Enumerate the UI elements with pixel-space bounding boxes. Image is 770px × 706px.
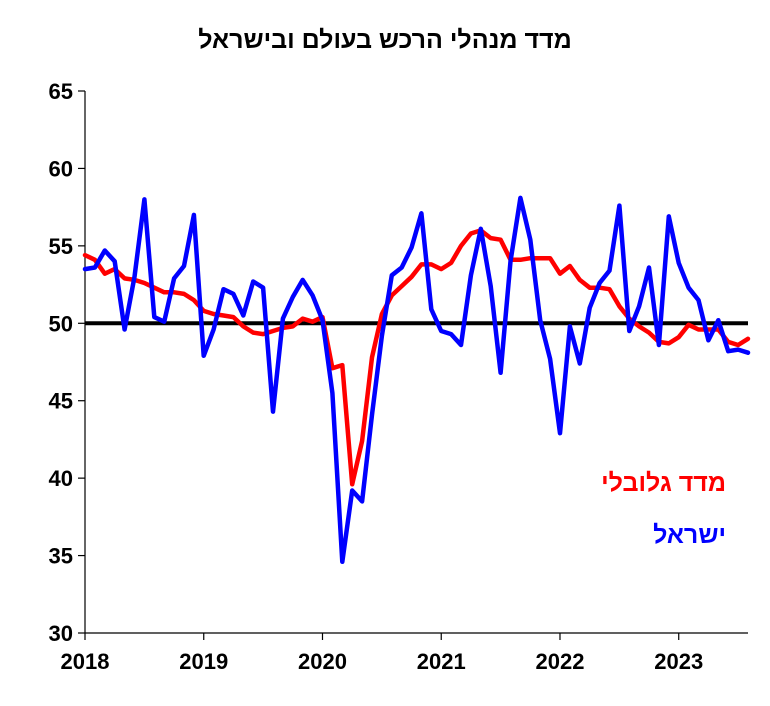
series-line-global (82, 228, 751, 487)
y-tick-label: 55 (49, 234, 73, 259)
x-tick-label: 2018 (61, 649, 110, 674)
chart-axes (78, 90, 748, 640)
x-tick-label: 2023 (654, 649, 703, 674)
legend-label-global: מדד גלובלי (601, 469, 726, 497)
legend: מדד גלובלי ישראל (601, 469, 726, 549)
chart-title: מדד מנהלי הרכש בעולם ובישראל (198, 26, 572, 54)
y-tick-label: 30 (49, 621, 73, 646)
y-tick-label: 65 (49, 79, 73, 104)
x-tick-label: 2021 (417, 649, 466, 674)
series-lines (82, 195, 751, 565)
x-tick-label: 2020 (298, 649, 347, 674)
y-tick-label: 40 (49, 466, 73, 491)
x-tick-label: 2022 (536, 649, 585, 674)
x-tick-label: 2019 (179, 649, 228, 674)
y-tick-label: 45 (49, 389, 73, 414)
legend-label-israel: ישראל (653, 521, 726, 549)
tick-labels: 30 35 40 45 50 55 60 65 2018 2019 2020 2021 2022 2023 (49, 79, 704, 674)
y-tick-label: 50 (49, 311, 73, 336)
y-tick-label: 35 (49, 544, 73, 569)
y-tick-label: 60 (49, 156, 73, 181)
series-line-israel (82, 195, 751, 565)
